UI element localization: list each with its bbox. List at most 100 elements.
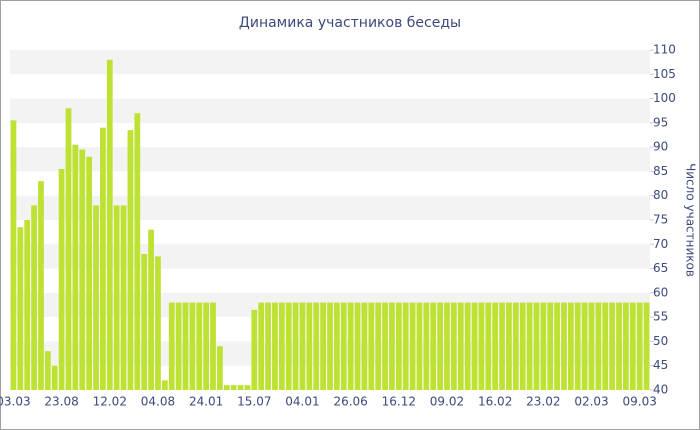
bar	[526, 302, 533, 390]
bar	[464, 302, 471, 390]
bar	[141, 254, 148, 390]
x-tick-label: 15.07	[237, 395, 271, 409]
bar	[251, 309, 258, 390]
bar	[333, 302, 340, 390]
grid-band	[10, 98, 650, 123]
bar	[24, 220, 31, 390]
y-tick-label: 85	[653, 164, 668, 178]
bar	[278, 302, 285, 390]
bar	[148, 229, 154, 390]
y-tick-label: 110	[653, 43, 676, 57]
bar	[44, 351, 51, 390]
y-tick-label: 100	[653, 91, 676, 105]
bar	[636, 302, 643, 390]
bar	[244, 385, 251, 390]
x-tick-label: 23.02	[526, 395, 560, 409]
bar	[86, 156, 93, 390]
x-tick-label: 12.02	[93, 395, 127, 409]
bar	[320, 302, 327, 390]
bar	[471, 302, 478, 390]
bar	[540, 302, 547, 390]
x-tick-label: 16.02	[478, 395, 512, 409]
bar	[10, 120, 17, 390]
bar	[368, 302, 375, 390]
bar	[499, 302, 505, 390]
bar	[265, 302, 271, 390]
bar	[313, 302, 320, 390]
bar	[609, 302, 616, 390]
bar	[65, 108, 72, 391]
grid-band	[10, 244, 650, 269]
bar	[38, 181, 44, 390]
bar	[478, 302, 485, 390]
x-tick-label: 02.03	[574, 395, 608, 409]
bar	[574, 302, 581, 390]
bar	[306, 302, 313, 390]
bar	[327, 302, 333, 390]
bar	[409, 302, 416, 390]
bar	[155, 256, 161, 390]
y-tick-label: 45	[653, 358, 668, 372]
bar	[444, 302, 450, 390]
bar	[217, 346, 223, 390]
bar	[106, 59, 113, 390]
bar	[79, 149, 86, 390]
bar	[354, 302, 361, 390]
x-tick-label: 04.01	[285, 395, 319, 409]
bar	[457, 302, 464, 390]
bar	[395, 302, 402, 390]
bar	[629, 302, 636, 390]
x-tick-label: 09.02	[430, 395, 464, 409]
x-tick-label: 03.03	[0, 395, 31, 409]
bar	[93, 205, 99, 390]
bar	[51, 365, 58, 390]
bar	[437, 302, 443, 390]
bar	[402, 302, 409, 390]
bar	[17, 227, 24, 390]
bar	[416, 302, 423, 390]
bar	[223, 385, 230, 390]
bar	[113, 205, 120, 390]
bar	[485, 302, 492, 390]
x-tick-label: 16.12	[382, 395, 416, 409]
bar	[430, 302, 437, 390]
bar	[423, 302, 430, 390]
chart-title: Динамика участников беседы	[239, 15, 461, 31]
y-tick-label: 95	[653, 115, 668, 129]
bar	[533, 302, 540, 390]
bar	[182, 302, 189, 390]
bar	[561, 302, 567, 390]
y-tick-label: 90	[653, 140, 668, 154]
x-tick-label: 24.01	[189, 395, 223, 409]
bar	[361, 302, 368, 390]
bar	[616, 302, 622, 390]
y-tick-label: 80	[653, 188, 668, 202]
bar	[196, 302, 203, 390]
bar	[623, 302, 629, 390]
bar	[450, 302, 457, 390]
bar	[230, 385, 237, 390]
bar	[506, 302, 512, 390]
grid-band	[10, 147, 650, 172]
bar	[347, 302, 354, 390]
bar	[258, 302, 265, 390]
bar	[595, 302, 602, 390]
y-tick-label: 65	[653, 261, 668, 275]
y-tick-label: 105	[653, 67, 676, 81]
bar	[161, 380, 168, 390]
bar	[512, 302, 519, 390]
bar	[581, 302, 588, 390]
y-tick-label: 55	[653, 310, 668, 324]
bar	[31, 205, 37, 390]
y-axis-label: Число участников	[684, 163, 698, 277]
y-tick-label: 75	[653, 213, 668, 227]
grid-band	[10, 195, 650, 220]
bar	[134, 113, 141, 391]
bar	[643, 302, 650, 390]
x-tick-label: 26.06	[333, 395, 367, 409]
bar	[389, 302, 395, 390]
bar	[588, 302, 595, 390]
bar	[285, 302, 292, 390]
